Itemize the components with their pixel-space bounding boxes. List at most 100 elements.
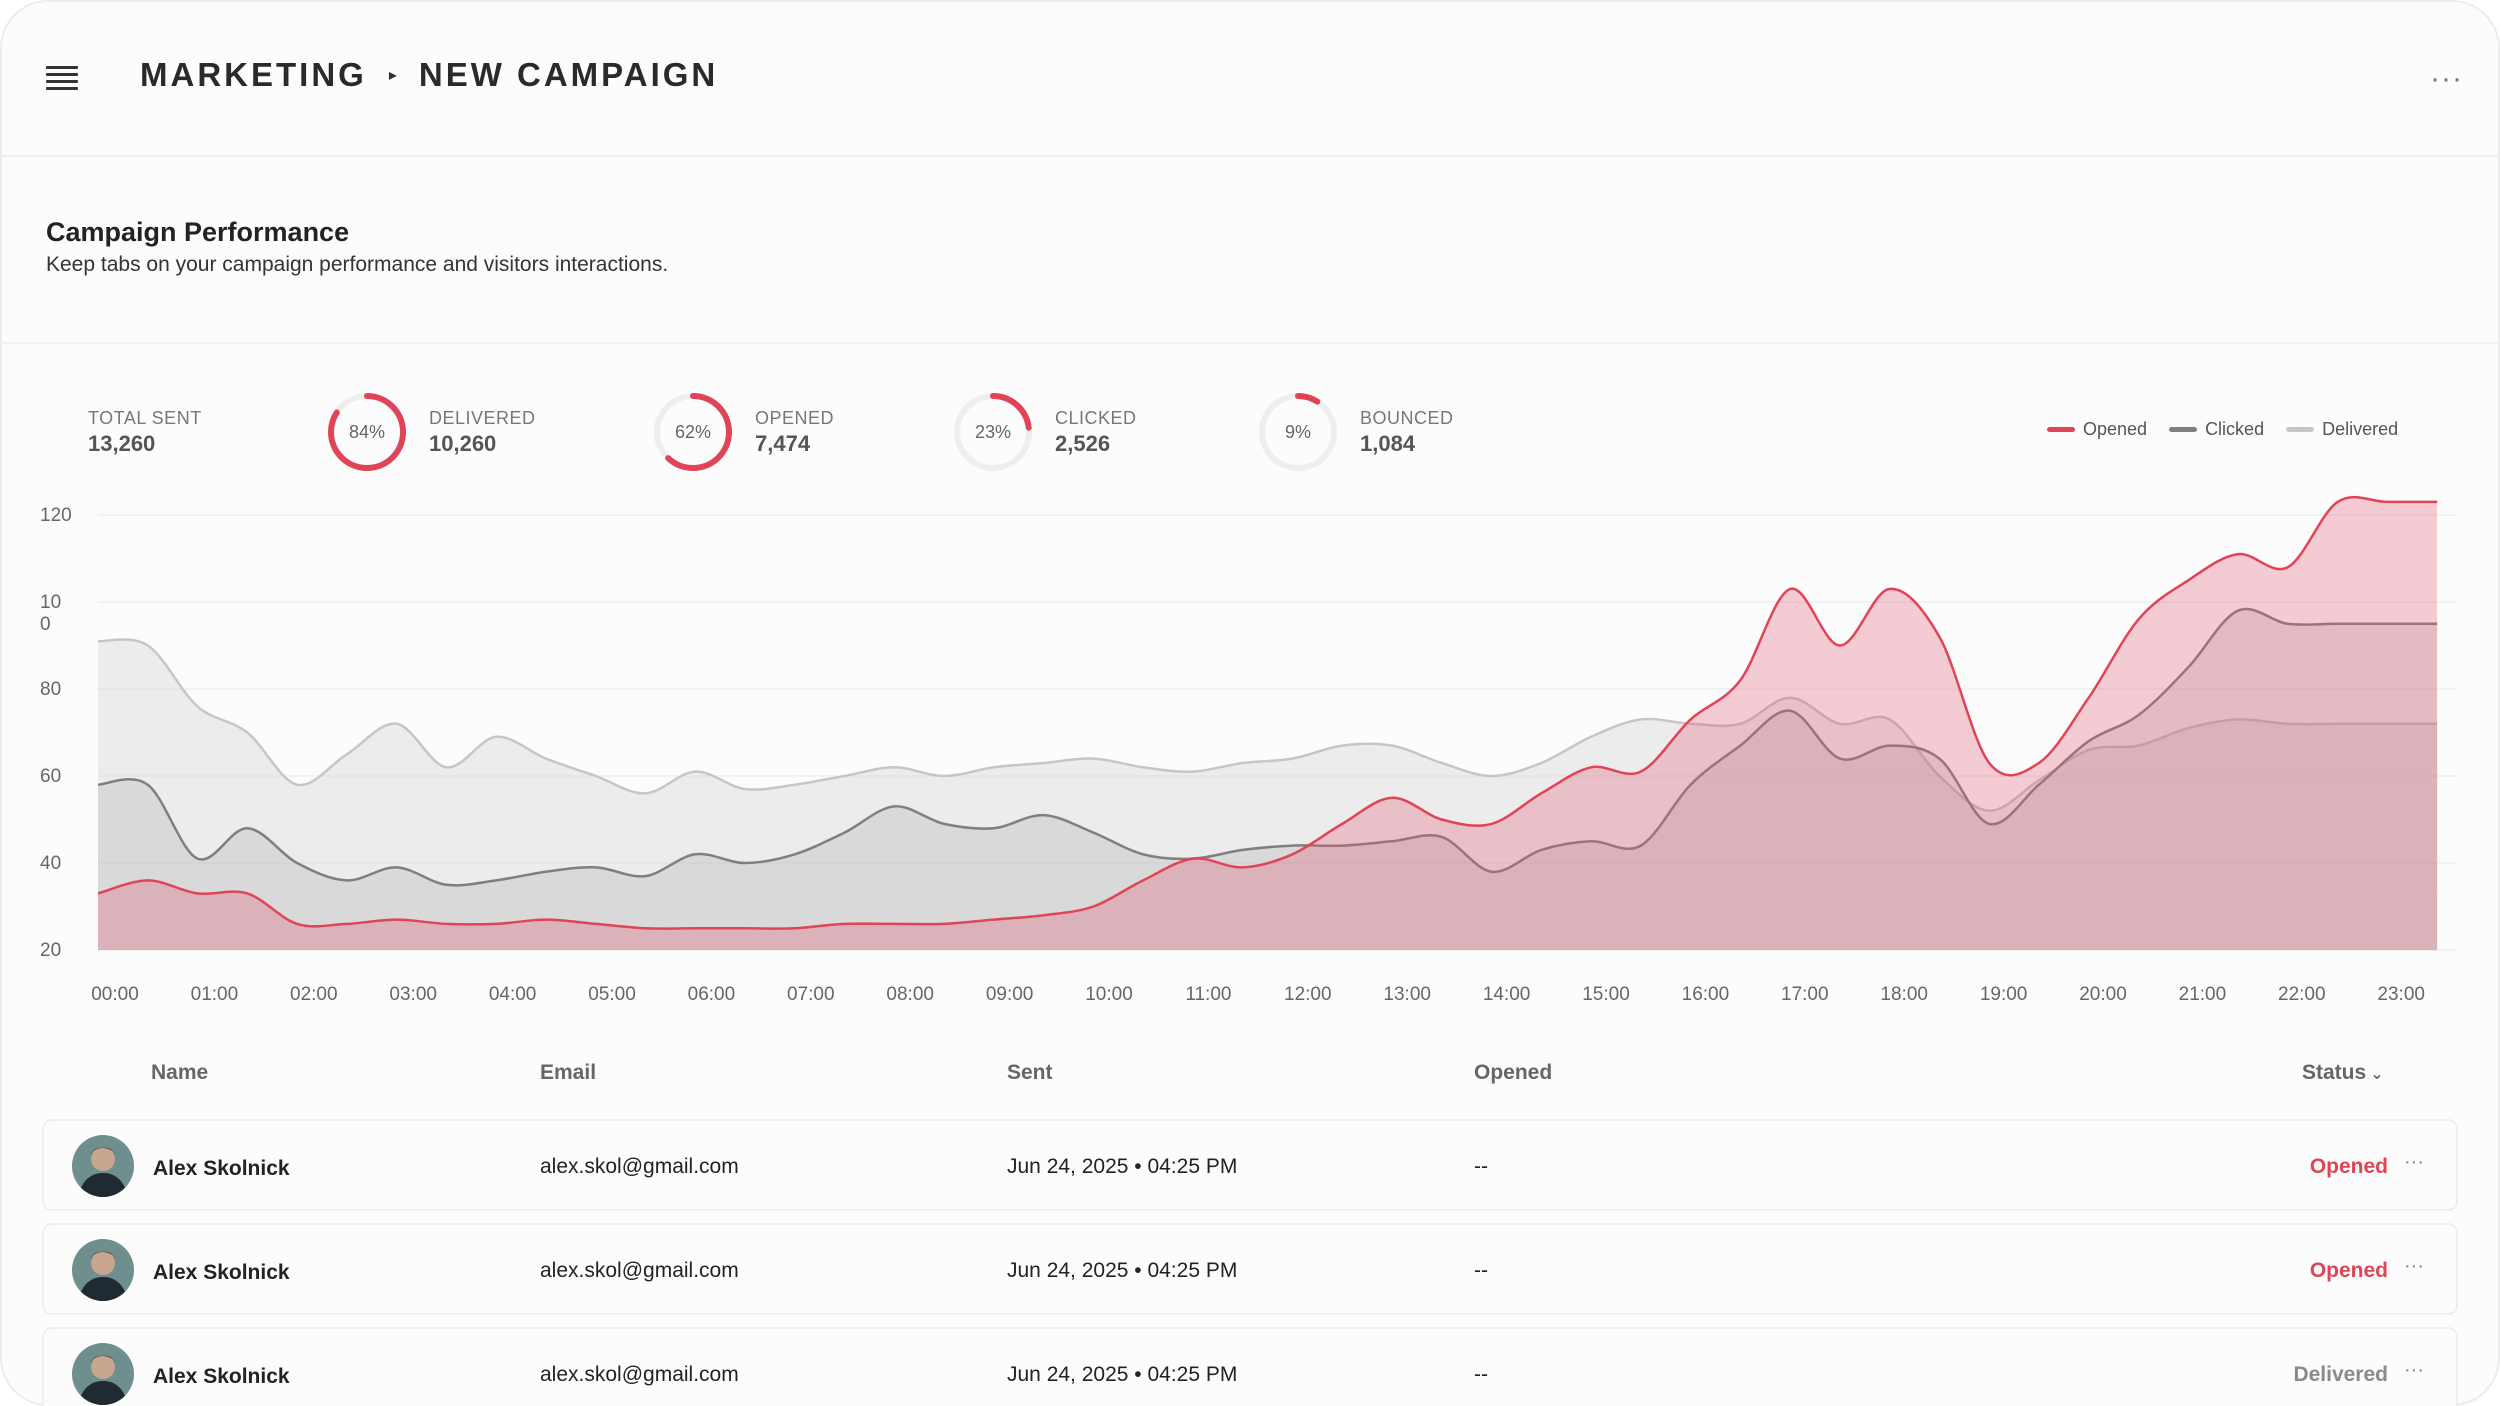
- breadcrumb: MARKETING ▸ NEW CAMPAIGN: [140, 56, 718, 94]
- x-tick-label: 02:00: [290, 984, 338, 1005]
- top-bar: MARKETING ▸ NEW CAMPAIGN ···: [0, 0, 2500, 157]
- stat-label: CLICKED: [1055, 407, 1137, 428]
- row-more-icon[interactable]: ···: [2404, 1151, 2424, 1173]
- row-name: Alex Skolnick: [153, 1365, 290, 1388]
- x-tick-label: 23:00: [2377, 984, 2425, 1005]
- x-tick-label: 16:00: [1682, 984, 1730, 1005]
- chevron-down-icon: ⌄: [2370, 1066, 2384, 1083]
- page-subtitle: Keep tabs on your campaign performance a…: [46, 253, 669, 276]
- stat-value: 7,474: [755, 430, 811, 456]
- x-tick-label: 15:00: [1582, 984, 1630, 1005]
- stat-label: OPENED: [755, 407, 835, 428]
- opened-ring: 62%: [651, 390, 735, 474]
- column-header-sent[interactable]: Sent: [1007, 1061, 1053, 1084]
- row-email: alex.skol@gmail.com: [540, 1259, 739, 1282]
- x-tick-label: 22:00: [2278, 984, 2326, 1005]
- series-line-clicked: [97, 607, 2438, 887]
- row-name: Alex Skolnick: [153, 1261, 290, 1284]
- x-tick-label: 07:00: [787, 984, 835, 1005]
- x-tick-label: 18:00: [1880, 984, 1928, 1005]
- series-area-delivered: [98, 639, 2438, 950]
- legend-swatch: [2169, 427, 2198, 432]
- ring-progress-arc: [328, 393, 406, 471]
- x-tick-label: 04:00: [489, 984, 537, 1005]
- y-tick-label: 120: [40, 505, 72, 526]
- stat-total-sent: TOTAL SENT 13,260: [88, 390, 202, 474]
- stat-bounced: 9% BOUNCED 1,084: [1256, 390, 1454, 474]
- x-tick-label: 05:00: [588, 984, 636, 1005]
- legend-swatch: [2047, 427, 2075, 432]
- column-header-opened[interactable]: Opened: [1474, 1061, 1553, 1084]
- x-tick-label: 06:00: [688, 984, 736, 1005]
- column-header-email[interactable]: Email: [540, 1061, 597, 1084]
- ring-progress-arc: [654, 393, 732, 471]
- stat-value: 13,260: [88, 430, 156, 456]
- column-header-name[interactable]: Name: [151, 1061, 209, 1084]
- hamburger-menu-icon[interactable]: [46, 66, 78, 92]
- table-row[interactable]: Alex Skolnick alex.skol@gmail.com Jun 24…: [42, 1119, 2458, 1211]
- status-badge: Opened: [2309, 1155, 2388, 1178]
- stat-value: 2,526: [1055, 430, 1111, 456]
- ring-percent: 62%: [674, 422, 712, 442]
- row-sent: Jun 24, 2025 • 04:25 PM: [1007, 1363, 1238, 1386]
- more-options-icon[interactable]: ···: [2430, 62, 2463, 95]
- table-row[interactable]: Alex Skolnick alex.skol@gmail.com Jun 24…: [42, 1223, 2458, 1315]
- row-opened: --: [1474, 1155, 1488, 1178]
- avatar: [72, 1239, 134, 1301]
- row-more-icon[interactable]: ···: [2404, 1255, 2424, 1277]
- x-tick-label: 11:00: [1185, 984, 1231, 1005]
- x-tick-label: 21:00: [2179, 984, 2227, 1005]
- row-opened: --: [1474, 1259, 1488, 1282]
- stat-clicked: 23% CLICKED 2,526: [951, 390, 1137, 474]
- legend-swatch: [2286, 427, 2315, 432]
- breadcrumb-new-campaign: NEW CAMPAIGN: [418, 56, 719, 93]
- ring-percent: 84%: [348, 422, 386, 442]
- stat-label: DELIVERED: [429, 407, 536, 428]
- stat-label: BOUNCED: [1360, 407, 1454, 428]
- status-header-label: Status: [2302, 1061, 2367, 1084]
- y-tick-label: 10 0: [40, 592, 61, 635]
- ring-percent: 9%: [1284, 422, 1311, 442]
- x-tick-label: 09:00: [986, 984, 1034, 1005]
- section-header: Campaign Performance Keep tabs on your c…: [0, 155, 2500, 344]
- legend-item-opened[interactable]: Opened: [2047, 419, 2147, 440]
- page-title: Campaign Performance: [46, 217, 350, 247]
- ring-progress-arc: [954, 393, 1032, 471]
- x-tick-label: 10:00: [1085, 984, 1133, 1005]
- x-tick-label: 19:00: [1980, 984, 2028, 1005]
- y-tick-label: 60: [40, 766, 61, 787]
- column-header-status[interactable]: Status ⌄: [2302, 1061, 2384, 1085]
- breadcrumb-marketing[interactable]: MARKETING: [140, 56, 367, 93]
- row-email: alex.skol@gmail.com: [540, 1363, 739, 1386]
- x-tick-label: 12:00: [1284, 984, 1332, 1005]
- x-tick-label: 14:00: [1483, 984, 1531, 1005]
- y-tick-label: 40: [40, 853, 61, 874]
- stat-value: 10,260: [429, 430, 497, 456]
- performance-chart: 120 10 0 80 60 40 20 00:00 01:00 02:00 03:00 04:00 0…: [40, 495, 2457, 1005]
- chart-legend: Opened Clicked Delivered: [2025, 419, 2398, 440]
- x-tick-label: 03:00: [389, 984, 437, 1005]
- x-tick-label: 20:00: [2079, 984, 2127, 1005]
- chevron-right-icon: ▸: [388, 67, 397, 84]
- x-tick-label: 17:00: [1781, 984, 1829, 1005]
- y-tick-label: 80: [40, 679, 61, 700]
- stat-opened: 62% OPENED 7,474: [651, 390, 834, 474]
- ring-percent: 23%: [974, 422, 1012, 442]
- legend-item-clicked[interactable]: Clicked: [2169, 419, 2264, 440]
- stat-delivered: 84% DELIVERED 10,260: [325, 390, 536, 474]
- series-area-clicked: [98, 608, 2438, 950]
- row-sent: Jun 24, 2025 • 04:25 PM: [1007, 1155, 1238, 1178]
- legend-label: Delivered: [2322, 419, 2399, 439]
- avatar: [72, 1135, 134, 1197]
- series-area-opened: [98, 497, 2438, 950]
- legend-item-delivered[interactable]: Delivered: [2286, 419, 2398, 440]
- table-row[interactable]: Alex Skolnick alex.skol@gmail.com Jun 24…: [42, 1327, 2458, 1406]
- y-tick-label: 20: [40, 940, 61, 961]
- row-email: alex.skol@gmail.com: [540, 1155, 739, 1178]
- row-more-icon[interactable]: ···: [2404, 1359, 2424, 1381]
- stat-value: 1,084: [1360, 430, 1416, 456]
- x-tick-label: 01:00: [191, 984, 239, 1005]
- series-line-delivered: [97, 638, 2438, 813]
- delivered-ring: 84%: [325, 390, 409, 474]
